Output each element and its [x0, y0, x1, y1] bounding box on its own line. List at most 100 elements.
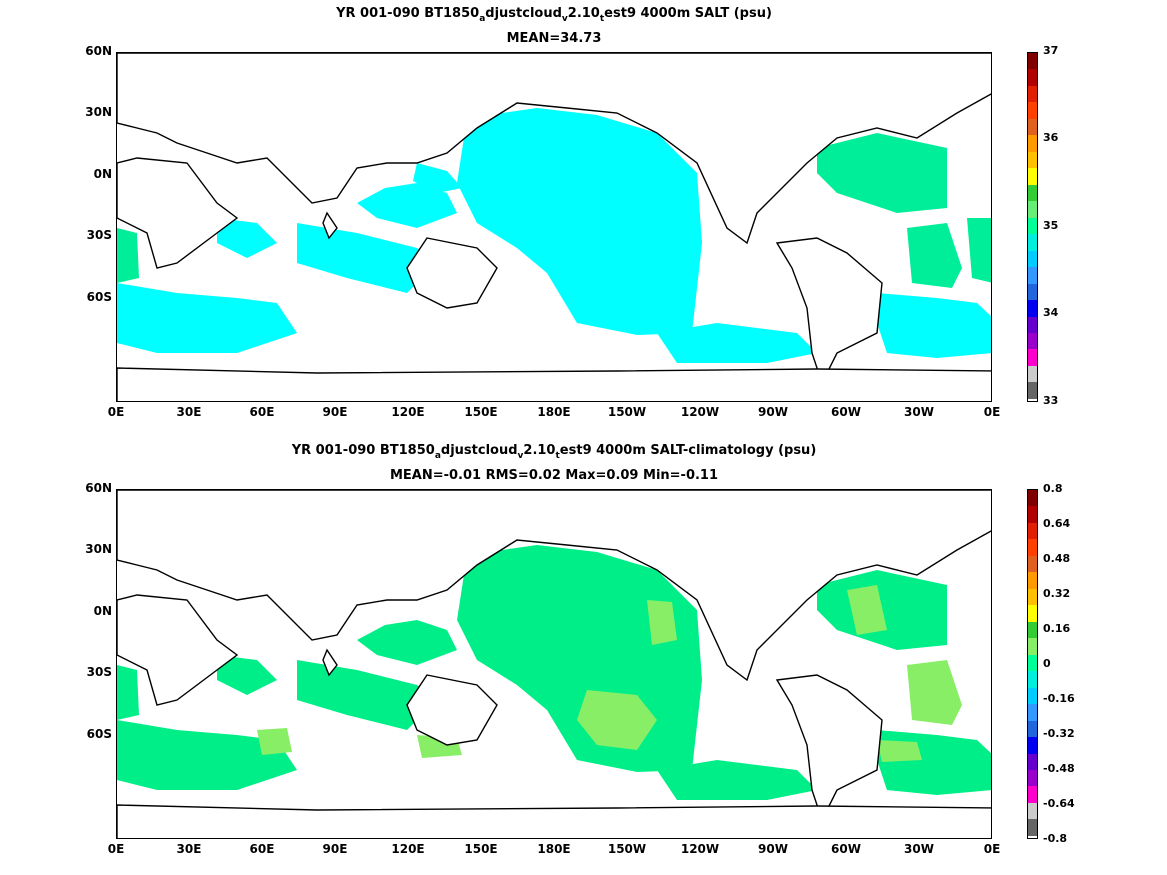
- bottom-cbar-label-0.32: 0.32: [1043, 587, 1071, 600]
- top-colorbar-swatch: [1028, 151, 1037, 169]
- top-lat-label-60s: 60S: [86, 290, 112, 304]
- bottom-lat-label-0n: 0N: [93, 604, 112, 618]
- bottom-cbar-label-neg0.8: -0.8: [1043, 832, 1068, 845]
- top-colorbar-swatch: [1028, 135, 1037, 152]
- bottom-cbar-label-0.48: 0.48: [1043, 552, 1071, 565]
- bottom-title-stats: MEAN=-0.01 RMS=0.02 Max=0.09 Min=-0.11: [389, 468, 719, 483]
- top-cbar-label-35: 35: [1043, 219, 1059, 232]
- top-lat-label-30n: 30N: [85, 105, 112, 119]
- bottom-colorbar-swatch: [1028, 802, 1037, 820]
- bottom-colorbar-swatch: [1028, 572, 1037, 589]
- top-salinity-map: [116, 52, 992, 402]
- top-colorbar-swatch: [1028, 85, 1037, 103]
- bottom-colorbar-swatch: [1028, 819, 1037, 836]
- bottom-colorbar-swatch: [1028, 539, 1037, 556]
- top-cbar-label-34: 34: [1043, 306, 1059, 319]
- top-fill-green: [117, 133, 991, 288]
- top-colorbar-swatch: [1028, 250, 1037, 268]
- top-colorbar-swatch: [1028, 316, 1037, 333]
- top-colorbar-swatch: [1028, 300, 1037, 317]
- top-colorbar-swatch: [1028, 102, 1037, 119]
- top-lon-label-6: 180E: [537, 405, 571, 419]
- bottom-lon-label-11: 30W: [904, 842, 934, 856]
- top-cbar-label-36: 36: [1043, 131, 1059, 144]
- top-colorbar-swatch: [1028, 184, 1037, 202]
- top-lat-label-30s: 30S: [86, 228, 112, 242]
- top-colorbar: [1027, 52, 1038, 402]
- top-coastlines: [117, 53, 991, 401]
- top-lon-label-3: 90E: [322, 405, 348, 419]
- bottom-lon-label-1: 30E: [176, 842, 202, 856]
- top-colorbar-swatch: [1028, 69, 1037, 86]
- bottom-cbar-label-0: 0: [1043, 657, 1051, 670]
- bottom-cbar-label-neg0.64: -0.64: [1043, 797, 1075, 810]
- top-lon-label-5: 150E: [464, 405, 498, 419]
- top-lat-label-60n: 60N: [85, 44, 112, 58]
- bottom-lon-label-8: 120W: [680, 842, 720, 856]
- bottom-cbar-label-neg0.32: -0.32: [1043, 727, 1075, 740]
- bottom-lat-label-60s: 60S: [86, 727, 112, 741]
- bottom-colorbar-swatch: [1028, 687, 1037, 705]
- bottom-colorbar: [1027, 489, 1038, 839]
- bottom-colorbar-swatch: [1028, 621, 1037, 639]
- bottom-colorbar-swatch: [1028, 654, 1037, 672]
- bottom-lat-label-30n: 30N: [85, 542, 112, 556]
- bottom-lon-label-7: 150W: [607, 842, 647, 856]
- top-colorbar-swatch: [1028, 332, 1037, 350]
- top-lon-label-11: 30W: [904, 405, 934, 419]
- bottom-lon-label-12: 0E: [983, 842, 1001, 856]
- bottom-colorbar-swatch: [1028, 720, 1037, 738]
- bottom-coastlines: [117, 490, 991, 838]
- bottom-colorbar-swatch: [1028, 490, 1037, 507]
- top-lon-label-7: 150W: [607, 405, 647, 419]
- bottom-colorbar-swatch: [1028, 671, 1037, 688]
- bottom-anomaly-map: [116, 489, 992, 839]
- top-map-graphic: [117, 53, 991, 401]
- bottom-title-line1: YR 001-090 BT1850adjustcloudv2.10test9 4…: [291, 443, 817, 461]
- top-colorbar-swatch: [1028, 217, 1037, 235]
- top-colorbar-swatch: [1028, 283, 1037, 301]
- top-colorbar-swatch: [1028, 234, 1037, 251]
- bottom-lon-label-2: 60E: [249, 842, 275, 856]
- top-colorbar-swatch: [1028, 267, 1037, 284]
- top-colorbar-swatch: [1028, 201, 1037, 218]
- bottom-colorbar-swatch: [1028, 522, 1037, 540]
- bottom-colorbar-swatch: [1028, 704, 1037, 721]
- bottom-lon-label-10: 60W: [831, 842, 861, 856]
- bottom-map-graphic: [117, 490, 991, 838]
- top-colorbar-swatch: [1028, 168, 1037, 185]
- bottom-colorbar-swatch: [1028, 769, 1037, 787]
- bottom-lat-label-60n: 60N: [85, 481, 112, 495]
- bottom-colorbar-swatch: [1028, 555, 1037, 573]
- top-cbar-label-37: 37: [1043, 44, 1059, 57]
- top-colorbar-swatch: [1028, 349, 1037, 366]
- top-lon-label-12: 0E: [983, 405, 1001, 419]
- top-title-mean: MEAN=34.73: [506, 31, 602, 46]
- top-cbar-label-33: 33: [1043, 394, 1059, 407]
- bottom-colorbar-swatch: [1028, 737, 1037, 754]
- top-lat-label-0n: 0N: [93, 167, 112, 181]
- bottom-cbar-label-neg0.48: -0.48: [1043, 762, 1075, 775]
- bottom-lon-label-6: 180E: [537, 842, 571, 856]
- bottom-cbar-label-neg0.16: -0.16: [1043, 692, 1075, 705]
- top-lon-label-2: 60E: [249, 405, 275, 419]
- top-lon-label-4: 120E: [391, 405, 425, 419]
- bottom-colorbar-swatch: [1028, 588, 1037, 606]
- top-lon-label-10: 60W: [831, 405, 861, 419]
- top-title-line1: YR 001-090 BT1850adjustcloudv2.10test9 4…: [336, 6, 772, 24]
- bottom-colorbar-swatch: [1028, 753, 1037, 770]
- top-colorbar-swatch: [1028, 53, 1037, 70]
- top-lon-label-0: 0E: [107, 405, 125, 419]
- top-lon-label-9: 90W: [758, 405, 788, 419]
- top-lon-label-8: 120W: [680, 405, 720, 419]
- bottom-cbar-label-0.8: 0.8: [1043, 482, 1063, 495]
- bottom-lon-label-0: 0E: [107, 842, 125, 856]
- top-colorbar-swatch: [1028, 365, 1037, 383]
- bottom-colorbar-swatch: [1028, 605, 1037, 622]
- top-lon-label-1: 30E: [176, 405, 202, 419]
- bottom-lon-label-5: 150E: [464, 842, 498, 856]
- top-colorbar-swatch: [1028, 118, 1037, 136]
- bottom-lon-label-4: 120E: [391, 842, 425, 856]
- bottom-lon-label-9: 90W: [758, 842, 788, 856]
- bottom-colorbar-swatch: [1028, 506, 1037, 523]
